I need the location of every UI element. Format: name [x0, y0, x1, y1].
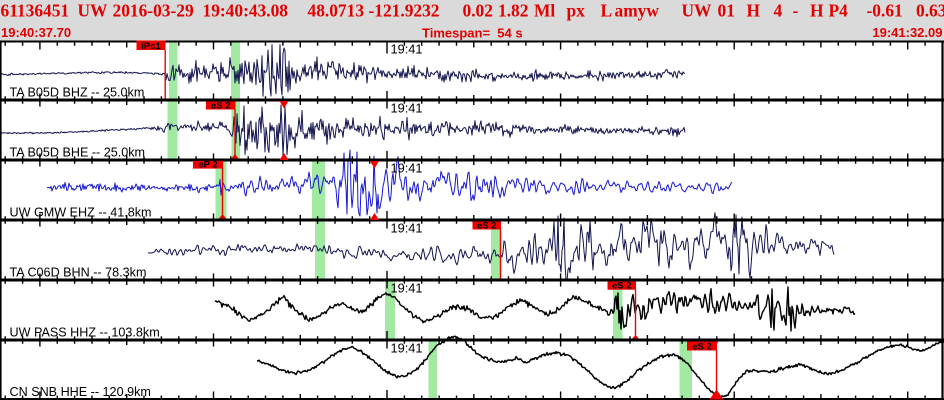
svg-text:TA C06D BHN -- 78.3km: TA C06D BHN -- 78.3km [10, 266, 147, 280]
svg-text:19:41:32.09: 19:41:32.09 [872, 25, 942, 40]
svg-text:TA B05D BHE -- 25.0km: TA B05D BHE -- 25.0km [10, 146, 146, 160]
svg-text:UW PASS HHZ -- 103.8km: UW PASS HHZ -- 103.8km [10, 326, 160, 340]
svg-text:19:41: 19:41 [391, 161, 423, 176]
svg-text:Timespan= 54 s: Timespan= 54 s [422, 26, 523, 41]
svg-text:19:41: 19:41 [391, 42, 423, 57]
svg-text:eP 2: eP 2 [198, 160, 217, 171]
svg-text:eS 2: eS 2 [477, 221, 497, 232]
svg-text:19:40:37.70: 19:40:37.70 [1, 25, 71, 40]
svg-text:eS 2: eS 2 [211, 101, 231, 112]
svg-text:19:41: 19:41 [391, 341, 423, 356]
svg-text:eS 2: eS 2 [612, 281, 632, 292]
svg-text:iPc1: iPc1 [141, 41, 161, 52]
svg-text:TA B05D BHZ -- 25.0km: TA B05D BHZ -- 25.0km [10, 86, 145, 100]
svg-text:CN SNB HHE -- 120.9km: CN SNB HHE -- 120.9km [10, 385, 151, 399]
svg-text:eS 2: eS 2 [692, 342, 712, 353]
svg-text:19:41: 19:41 [391, 281, 423, 296]
svg-text:UW GMW EHZ -- 41.8km: UW GMW EHZ -- 41.8km [10, 206, 152, 220]
svg-text:19:41: 19:41 [391, 221, 423, 236]
svg-text:19:41: 19:41 [391, 101, 423, 116]
